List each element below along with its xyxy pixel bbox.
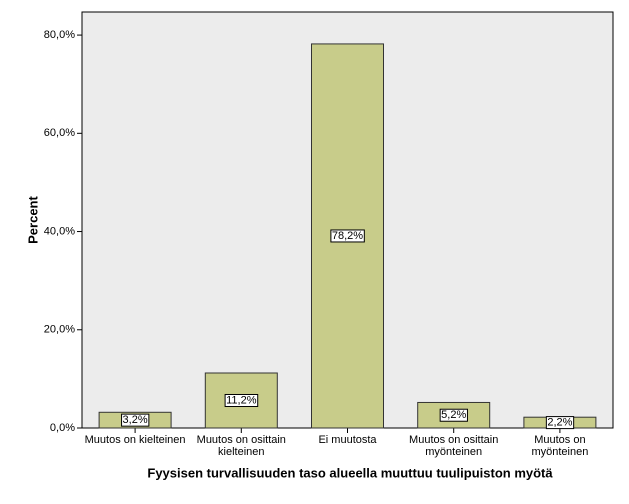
x-tick-label: Muutos on osittain kielteinen <box>196 434 286 458</box>
y-tick-label: 40,0% <box>44 225 75 237</box>
value-label: 78,2% <box>332 230 363 242</box>
x-tick-label: Ei muutosta <box>318 434 377 446</box>
y-tick-label: 60,0% <box>44 127 75 139</box>
value-label-box <box>121 413 150 427</box>
y-tick-label: 20,0% <box>44 324 75 336</box>
x-tick-label: Muutos on osittain myönteinen <box>409 434 499 458</box>
value-label: 11,2% <box>226 394 257 406</box>
y-axis-title: Percent <box>25 195 40 243</box>
value-label-box <box>330 229 365 243</box>
value-label-box <box>224 393 259 407</box>
value-label-box <box>439 408 468 422</box>
x-axis-title: Fyysisen turvallisuuden taso alueella mu… <box>147 465 553 480</box>
value-label: 5,2% <box>441 409 466 421</box>
x-tick-label: Muutos on kielteinen <box>84 434 186 446</box>
value-label: 2,2% <box>547 417 572 429</box>
value-label-box <box>545 416 575 430</box>
y-tick-label: 80,0% <box>44 29 75 41</box>
y-tick-label: 0,0% <box>50 422 75 434</box>
x-tick-label: Muutos on myönteinen <box>531 434 589 458</box>
value-label: 3,2% <box>123 414 148 426</box>
